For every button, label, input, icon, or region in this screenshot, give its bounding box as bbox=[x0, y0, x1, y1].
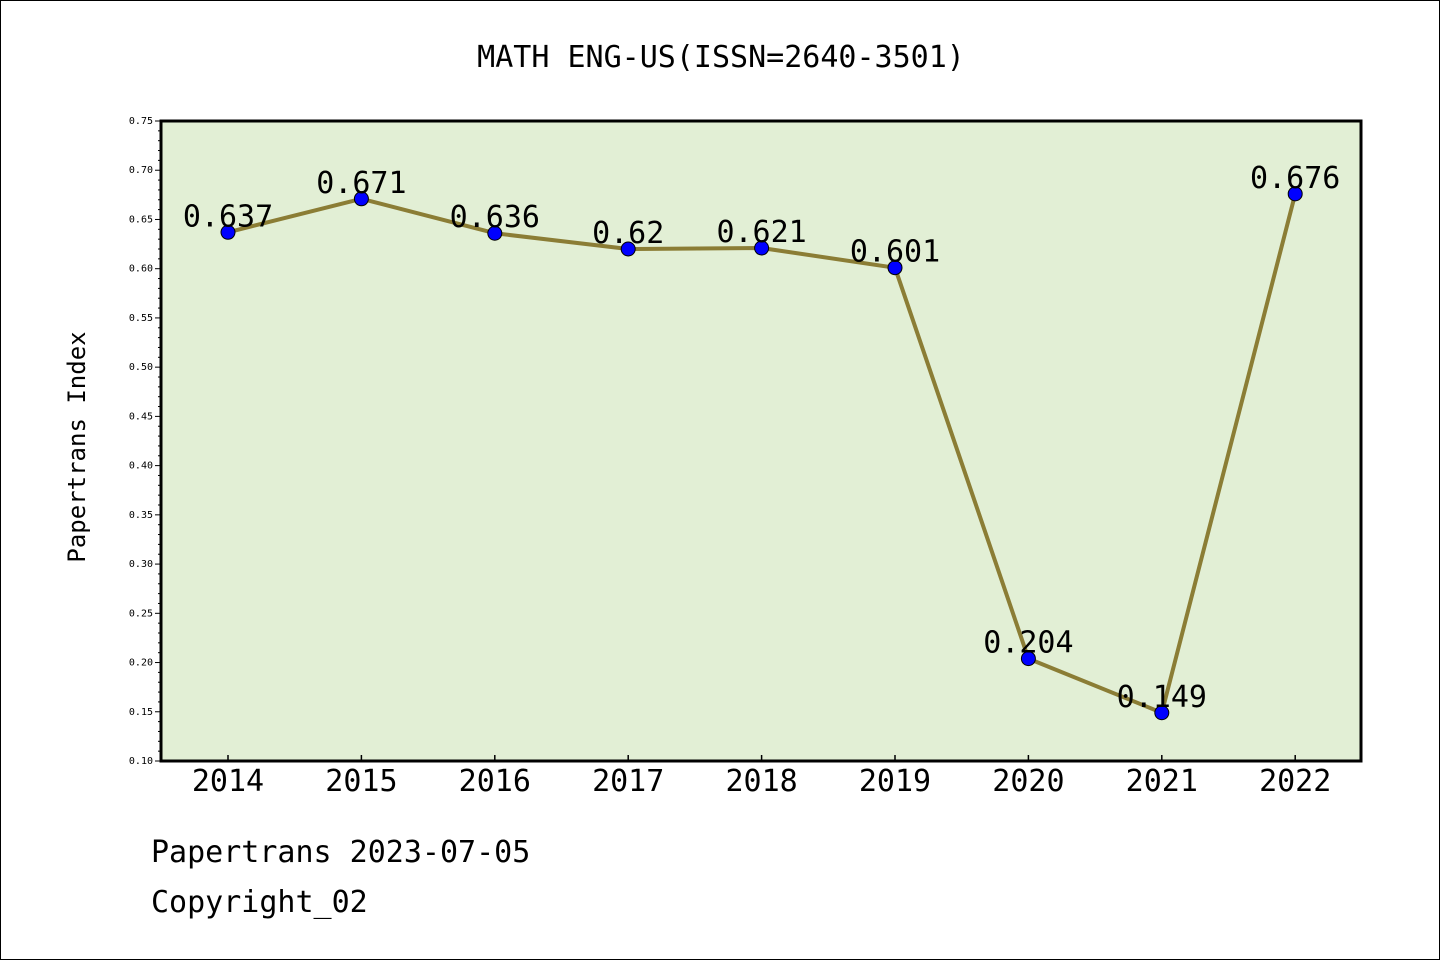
y-tick-label: 0.40 bbox=[129, 461, 153, 472]
data-label: 0.601 bbox=[850, 235, 940, 270]
y-tick-label: 0.30 bbox=[129, 559, 153, 570]
x-tick-label: 2015 bbox=[325, 764, 397, 799]
data-point bbox=[353, 191, 369, 207]
y-tick-label: 0.25 bbox=[129, 608, 153, 619]
data-point bbox=[620, 241, 636, 257]
x-tick-label: 2020 bbox=[992, 764, 1064, 799]
y-tick-label: 0.15 bbox=[129, 707, 153, 718]
data-label: 0.621 bbox=[716, 215, 806, 250]
plot-area bbox=[161, 121, 1361, 761]
data-point bbox=[1287, 186, 1303, 202]
data-labels: 0.637 0.671 0.636 0.62 0.621 0.601 0.204 0.149 0… bbox=[183, 161, 1341, 715]
data-label: 0.637 bbox=[183, 199, 273, 234]
data-point bbox=[887, 260, 903, 276]
y-tick-label: 0.35 bbox=[129, 510, 153, 521]
data-label: 0.636 bbox=[450, 200, 540, 235]
data-label: 0.149 bbox=[1117, 680, 1207, 715]
x-tick-label: 2021 bbox=[1126, 764, 1198, 799]
data-label: 0.62 bbox=[592, 216, 664, 251]
x-tick-label: 2022 bbox=[1259, 764, 1331, 799]
y-tick-label: 0.65 bbox=[129, 214, 153, 225]
x-tick-label: 2014 bbox=[192, 764, 264, 799]
y-tick-label: 0.45 bbox=[129, 411, 153, 422]
data-label: 0.671 bbox=[316, 166, 406, 201]
y-tick-label: 0.60 bbox=[129, 264, 153, 275]
plot-frame bbox=[159, 119, 1363, 763]
data-point bbox=[220, 224, 236, 240]
data-point bbox=[1020, 651, 1036, 667]
footer-copyright-text: Copyright_02 bbox=[151, 885, 368, 920]
x-tick-label: 2019 bbox=[859, 764, 931, 799]
y-tick-label: 0.70 bbox=[129, 165, 153, 176]
y-axis-ticks: 0.10 0.15 0.20 0.25 0.30 0.35 0.40 0.45 0.50 0.55… bbox=[129, 116, 161, 767]
x-axis-ticks: 2014 2015 2016 2017 2018 2019 2020 2021 2022 bbox=[192, 755, 1331, 799]
footer-date-text: Papertrans 2023-07-05 bbox=[151, 835, 531, 870]
data-label: 0.204 bbox=[983, 626, 1073, 661]
x-tick-label: 2017 bbox=[592, 764, 664, 799]
y-tick-label: 0.10 bbox=[129, 756, 153, 767]
y-tick-label: 0.20 bbox=[129, 658, 153, 669]
x-tick-label: 2016 bbox=[459, 764, 531, 799]
series-markers bbox=[220, 186, 1303, 721]
y-tick-label: 0.55 bbox=[129, 313, 153, 324]
chart-title: MATH ENG-US(ISSN=2640-3501) bbox=[477, 40, 965, 75]
data-point bbox=[754, 240, 770, 256]
y-axis-label: Papertrans Index bbox=[63, 331, 91, 562]
y-tick-label: 0.75 bbox=[129, 116, 153, 127]
data-point bbox=[1154, 705, 1170, 721]
y-tick-label: 0.50 bbox=[129, 362, 153, 373]
data-point bbox=[487, 225, 503, 241]
x-tick-label: 2018 bbox=[725, 764, 797, 799]
data-label: 0.676 bbox=[1250, 161, 1340, 196]
